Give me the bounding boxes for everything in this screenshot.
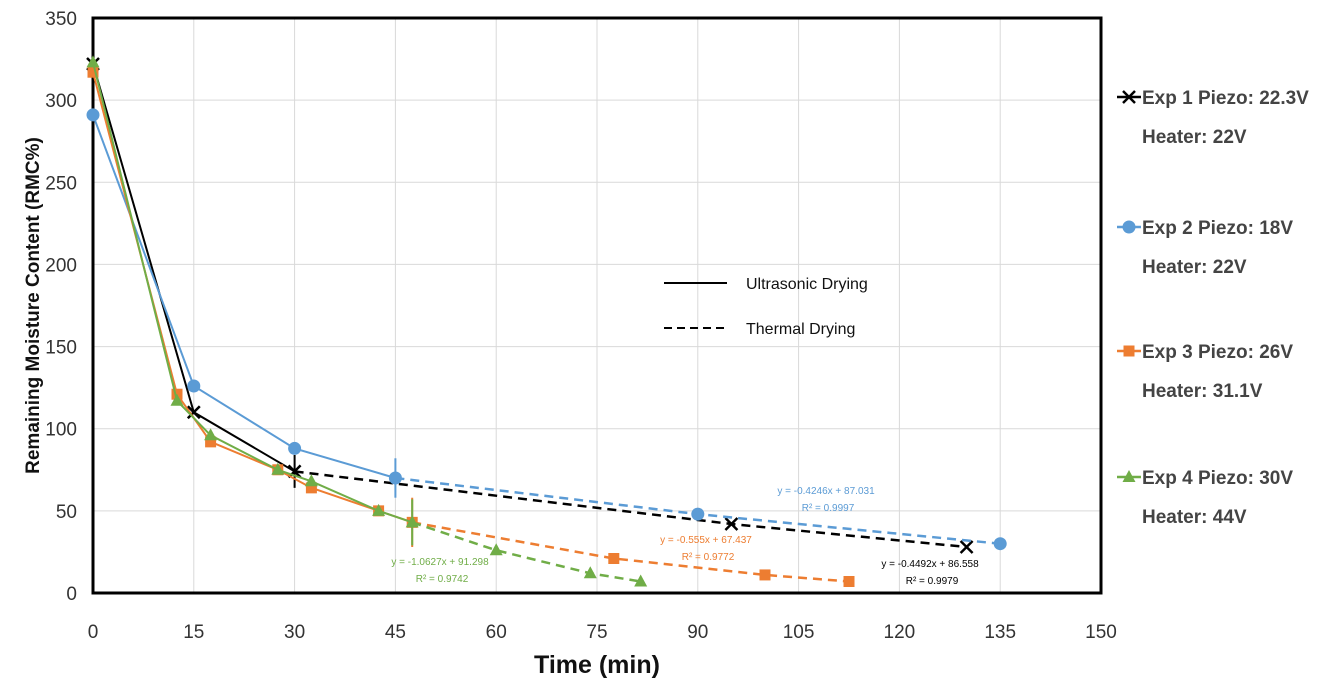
series-4 bbox=[86, 55, 648, 587]
trend-equation: y = -0.4492x + 86.558 bbox=[881, 559, 979, 570]
data-point-stroke bbox=[724, 517, 739, 531]
data-point bbox=[634, 574, 648, 587]
trendline-labels: y = -0.4492x + 86.558 R² = 0.9979 y = -0.4… bbox=[391, 486, 979, 587]
legend-label: Exp 2 Piezo: 18V bbox=[1142, 218, 1293, 239]
grid bbox=[92, 17, 1102, 594]
line-style-label: Thermal Drying bbox=[746, 321, 855, 338]
data-point bbox=[388, 471, 402, 485]
data-point bbox=[993, 537, 1007, 551]
trend-r-squared: R² = 0.9997 bbox=[802, 503, 855, 514]
axis-ticks: 0 50 100 150 200 250 300 350 0 15 30 45 60 75 90 105 120… bbox=[45, 9, 1117, 643]
ultrasonic-line bbox=[92, 62, 413, 524]
data-point bbox=[959, 540, 974, 554]
x-tick-label: 45 bbox=[385, 622, 406, 643]
data-point bbox=[489, 543, 503, 556]
trend-r-squared: R² = 0.9772 bbox=[682, 552, 735, 563]
data-point bbox=[372, 503, 386, 516]
data-point bbox=[86, 55, 100, 68]
thermal-line bbox=[411, 521, 641, 583]
data-point bbox=[304, 474, 318, 487]
y-tick-label: 0 bbox=[66, 584, 77, 605]
data-point bbox=[305, 482, 317, 494]
data-point bbox=[691, 507, 705, 521]
x-tick-label: 105 bbox=[783, 622, 815, 643]
data-point bbox=[205, 436, 217, 448]
data-point bbox=[204, 428, 218, 441]
data-point bbox=[186, 405, 201, 420]
y-tick-label: 300 bbox=[45, 91, 77, 112]
y-tick-label: 150 bbox=[45, 338, 77, 359]
legend-label-line2: Heater: 31.1V bbox=[1142, 381, 1263, 402]
data-point bbox=[288, 441, 302, 455]
trend-r-squared: R² = 0.9742 bbox=[416, 574, 469, 585]
y-axis-title: Remaining Moisture Content (RMC%) bbox=[23, 137, 44, 474]
data-point bbox=[187, 379, 201, 393]
line-style-legend: Ultrasonic Drying Thermal Drying bbox=[664, 276, 868, 338]
x-tick-label: 60 bbox=[486, 622, 507, 643]
y-tick-label: 350 bbox=[45, 9, 77, 30]
legend-label-line2: Heater: 22V bbox=[1142, 257, 1247, 278]
data-point bbox=[759, 569, 771, 581]
legend-item-4: Exp 4 Piezo: 30V Heater: 44V bbox=[1117, 468, 1293, 528]
trend-equation: y = -0.4246x + 87.031 bbox=[777, 486, 875, 497]
legend-label: Exp 3 Piezo: 26V bbox=[1142, 342, 1293, 363]
x-tick-label: 30 bbox=[284, 622, 305, 643]
trend-r-squared: R² = 0.9979 bbox=[906, 576, 959, 587]
series-2 bbox=[86, 108, 1007, 551]
trend-equation: y = -1.0627x + 91.298 bbox=[391, 557, 489, 568]
data-point-stroke bbox=[287, 464, 302, 479]
y-tick-label: 250 bbox=[45, 173, 77, 194]
data-point bbox=[1122, 470, 1136, 482]
plot-frame bbox=[91, 16, 1103, 595]
data-point bbox=[1122, 220, 1136, 234]
data-point bbox=[724, 517, 739, 531]
legend-label: Exp 4 Piezo: 30V bbox=[1142, 468, 1293, 489]
legend-item-2: Exp 2 Piezo: 18V Heater: 22V bbox=[1117, 218, 1293, 278]
data-point-stroke bbox=[1122, 90, 1136, 104]
data-point bbox=[843, 576, 855, 587]
data-point bbox=[583, 566, 597, 579]
x-tick-label: 120 bbox=[884, 622, 916, 643]
x-tick-label: 15 bbox=[183, 622, 204, 643]
x-tick-label: 150 bbox=[1085, 622, 1117, 643]
data-point bbox=[287, 464, 302, 479]
x-tick-label: 135 bbox=[984, 622, 1016, 643]
data-point bbox=[608, 553, 620, 564]
line-style-label: Ultrasonic Drying bbox=[746, 276, 868, 293]
data-point bbox=[271, 462, 285, 475]
trend-equation: y = -0.555x + 67.437 bbox=[660, 535, 752, 546]
thermal-line bbox=[411, 521, 850, 583]
data-point bbox=[86, 108, 100, 122]
data-point bbox=[405, 515, 419, 528]
x-tick-label: 90 bbox=[687, 622, 708, 643]
series-1 bbox=[86, 57, 974, 554]
data-point-stroke bbox=[959, 540, 974, 554]
data-point bbox=[1123, 345, 1135, 357]
legend-item-1: Exp 1 Piezo: 22.3V Heater: 22V bbox=[1117, 88, 1309, 148]
x-tick-label: 0 bbox=[88, 622, 99, 643]
data-point bbox=[87, 66, 99, 78]
data-point bbox=[1122, 90, 1136, 104]
data-point-stroke bbox=[186, 405, 201, 420]
ultrasonic-line bbox=[92, 114, 396, 479]
y-tick-label: 200 bbox=[45, 255, 77, 276]
legend-label-line2: Heater: 22V bbox=[1142, 127, 1247, 148]
y-tick-label: 100 bbox=[45, 420, 77, 441]
series-3 bbox=[87, 66, 855, 587]
legend-item-3: Exp 3 Piezo: 26V Heater: 31.1V bbox=[1117, 342, 1293, 402]
legend-label-line2: Heater: 44V bbox=[1142, 507, 1247, 528]
data-point bbox=[170, 393, 184, 406]
ultrasonic-line bbox=[92, 71, 413, 524]
x-axis-title: Time (min) bbox=[534, 651, 660, 679]
x-tick-label: 75 bbox=[586, 622, 607, 643]
legend-label: Exp 1 Piezo: 22.3V bbox=[1142, 88, 1309, 109]
y-tick-label: 50 bbox=[56, 502, 77, 523]
series bbox=[86, 55, 1007, 587]
